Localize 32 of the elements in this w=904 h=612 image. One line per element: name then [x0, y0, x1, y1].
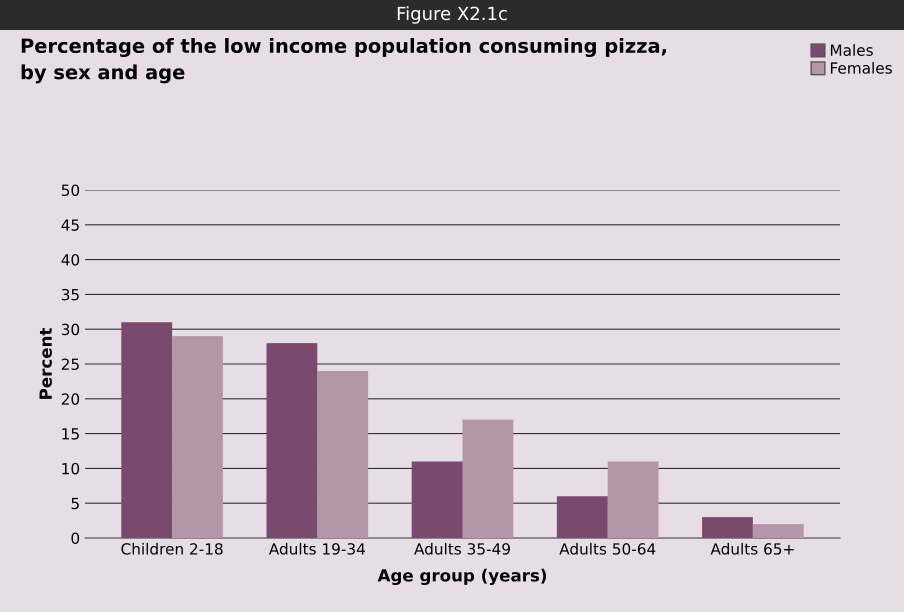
x-tick-label: Adults 50-64: [559, 542, 656, 555]
y-tick-label: 15: [62, 428, 79, 440]
chart-subtitle: Percentage of the low income population consuming pizza, by sex and age: [22, 38, 666, 84]
bar: [702, 517, 753, 538]
y-tick-label: 45: [61, 219, 79, 231]
bar: [266, 343, 318, 538]
x-tick-label: Adults 65+: [710, 542, 794, 555]
y-tick-label: 35: [62, 288, 79, 300]
y-tick-label: 30: [62, 324, 80, 336]
x-tick-label: Adults 35-49: [414, 542, 510, 555]
x-tick-label: Children 2-18: [121, 542, 223, 555]
bar: [608, 461, 659, 538]
y-tick-label: 0: [71, 532, 80, 544]
bar: [556, 496, 608, 538]
chart-title: Figure X2.1c: [398, 6, 507, 24]
legend-label: Females: [830, 62, 892, 74]
y-tick-label: 20: [62, 393, 80, 405]
bar: [172, 336, 223, 538]
y-tick-label: 25: [62, 358, 79, 370]
bar: [121, 322, 172, 538]
bar: [412, 461, 462, 538]
legend-label: Males: [830, 44, 873, 56]
bar: [462, 420, 514, 538]
y-tick-label: 40: [61, 254, 80, 266]
y-axis-title: Percent: [40, 328, 52, 399]
x-tick-label: Adults 19-34: [268, 542, 365, 555]
y-tick-label: 50: [62, 184, 80, 196]
bar: [752, 524, 804, 538]
x-axis-title: Age group (years): [378, 568, 546, 585]
bar: [317, 370, 368, 538]
y-tick-label: 5: [72, 498, 79, 510]
y-tick-label: 10: [62, 462, 80, 474]
